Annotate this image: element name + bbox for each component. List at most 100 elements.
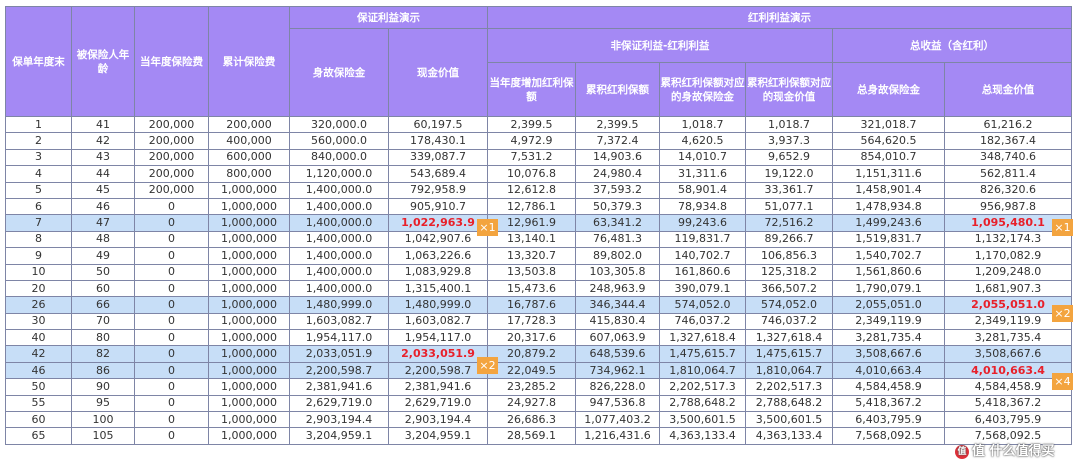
cell-tcash: 4,010,663.4 [943,361,1073,380]
cell-tcash: 6,403,795.9 [943,411,1073,429]
cell-tdeath: 564,620.5 [832,132,945,150]
cell-tcash: 61,216.2 [943,115,1073,134]
cell-badd: 7,531.2 [487,148,576,167]
cell-tdeath: 1,790,079.1 [832,279,945,298]
cell-bcum: 103,305.8 [575,263,660,281]
cell-badd: 20,879.2 [487,345,576,363]
cell-badd: 15,473.6 [487,279,576,298]
cell-bcum: 947,536.8 [575,394,660,413]
cell-prem: 0 [134,411,209,429]
cell-year: 5 [5,181,72,199]
cell-tdeath: 1,499,243.6 [832,214,945,232]
col-insured-age: 被保险人年龄 [71,6,135,117]
cell-death: 1,400,000.0 [289,197,389,216]
cell-tdeath: 2,055,051.0 [832,296,945,314]
cell-bcum: 346,344.4 [575,296,660,314]
cell-bcum: 63,341.2 [575,214,660,232]
cell-prem: 0 [134,361,209,380]
cell-tcash: 1,209,248.0 [943,263,1073,281]
cell-tdeath: 1,151,311.6 [832,165,945,183]
cell-bcum: 1,077,403.2 [575,411,660,429]
cell-bcum: 1,216,431.6 [575,427,660,445]
cell-cum: 1,000,000 [208,230,290,249]
cell-cum: 1,000,000 [208,329,290,347]
cell-tcash: 1,681,907.3 [943,279,1073,298]
cell-bcash: 9,652.9 [745,148,833,167]
cell-cum: 1,000,000 [208,411,290,429]
table-row: 9 49 0 1,000,000 1,400,000.0 1,063,226.6 13,32… [5,247,1073,265]
cell-tcash: 956,987.8 [943,197,1073,216]
col-cash-value: 现金价值 [388,28,488,117]
cell-prem: 0 [134,394,209,413]
cell-badd: 26,686.3 [487,411,576,429]
table-row: 46 86 0 1,000,000 2,200,598.7 2,200,598.7 22,0… [5,361,1073,380]
col-annual-premium: 当年度保险费 [134,6,209,117]
col-bonus-death-benefit: 累积红利保额对应的身故保险金 [659,62,746,117]
cell-prem: 200,000 [134,132,209,150]
cell-age: 50 [71,263,135,281]
cell-bdeath: 4,363,133.4 [659,427,746,445]
cell-cash: 1,603,082.7 [388,312,488,331]
cell-prem: 0 [134,247,209,265]
cell-cum: 1,000,000 [208,214,290,232]
cell-death: 1,954,117.0 [289,329,389,347]
cell-tcash: 3,281,735.4 [943,329,1073,347]
watermark-text: 值 什么值得买 [972,444,1055,459]
cell-tdeath: 1,478,934.8 [832,197,945,216]
cell-bdeath: 3,500,601.5 [659,411,746,429]
col-death-benefit: 身故保险金 [289,28,389,117]
cell-bdeath: 78,934.8 [659,197,746,216]
cell-death: 840,000.0 [289,148,389,167]
cell-badd: 12,961.9 [487,214,576,232]
cell-year: 6 [5,197,72,216]
cell-tdeath: 854,010.7 [832,148,945,167]
cell-bdeath: 140,702.7 [659,247,746,265]
cell-age: 41 [71,115,135,134]
cell-prem: 200,000 [134,181,209,199]
cell-bdeath: 4,620.5 [659,132,746,150]
cell-death: 2,200,598.7 [289,361,389,380]
col-policy-year: 保单年度末 [5,6,72,117]
cell-tdeath: 4,584,458.9 [832,378,945,396]
cell-tdeath: 1,540,702.7 [832,247,945,265]
cell-bcum: 248,963.9 [575,279,660,298]
cell-cash: 178,430.1 [388,132,488,150]
cell-prem: 200,000 [134,115,209,134]
cell-death: 1,400,000.0 [289,214,389,232]
table-row: 40 80 0 1,000,000 1,954,117.0 1,954,117.0 20,3… [5,329,1073,347]
cell-prem: 0 [134,378,209,396]
cell-tcash: 1,132,174.3 [943,230,1073,249]
brand-logo-icon: 值 [955,444,969,459]
cell-badd: 20,317.6 [487,329,576,347]
table-row: 6 46 0 1,000,000 1,400,000.0 905,910.7 12,786.… [5,197,1073,216]
cell-cash: 905,910.7 [388,197,488,216]
cell-tcash: 1,170,082.9 [943,247,1073,265]
cell-bcum: 37,593.2 [575,181,660,199]
cell-prem: 0 [134,427,209,445]
cell-age: 45 [71,181,135,199]
cell-bcash: 33,361.7 [745,181,833,199]
table-row: 65 105 0 1,000,000 3,204,959.1 3,204,959.1 28,… [5,427,1073,445]
cell-bcash: 366,507.2 [745,279,833,298]
table-row: 55 95 0 1,000,000 2,629,719.0 2,629,719.0 24,9… [5,394,1073,413]
cell-bcash: 1,810,064.7 [745,361,833,380]
cell-bdeath: 1,475,615.7 [659,345,746,363]
cell-cash: 1,315,400.1 [388,279,488,298]
table-header: 保单年度末 被保险人年龄 当年度保险费 累计保险费 保证利益演示 红利利益演示 … [5,6,1073,117]
col-cumulative-premium: 累计保险费 [208,6,290,117]
cell-age: 48 [71,230,135,249]
cell-cash: 1,042,907.6 [388,230,488,249]
cell-bdeath: 58,901.4 [659,181,746,199]
cell-bcash: 106,856.3 [745,247,833,265]
table-row: 7 47 0 1,000,000 1,400,000.0 1,022,963.9 12,96… [5,214,1073,232]
cell-cash: 339,087.7 [388,148,488,167]
cell-badd: 13,503.8 [487,263,576,281]
cell-cum: 600,000 [208,148,290,167]
cell-death: 1,480,999.0 [289,296,389,314]
cell-bcum: 24,980.4 [575,165,660,183]
cell-badd: 13,140.1 [487,230,576,249]
cell-bdeath: 1,810,064.7 [659,361,746,380]
cell-tdeath: 3,508,667.6 [832,345,945,363]
cell-cum: 1,000,000 [208,181,290,199]
cell-prem: 0 [134,197,209,216]
